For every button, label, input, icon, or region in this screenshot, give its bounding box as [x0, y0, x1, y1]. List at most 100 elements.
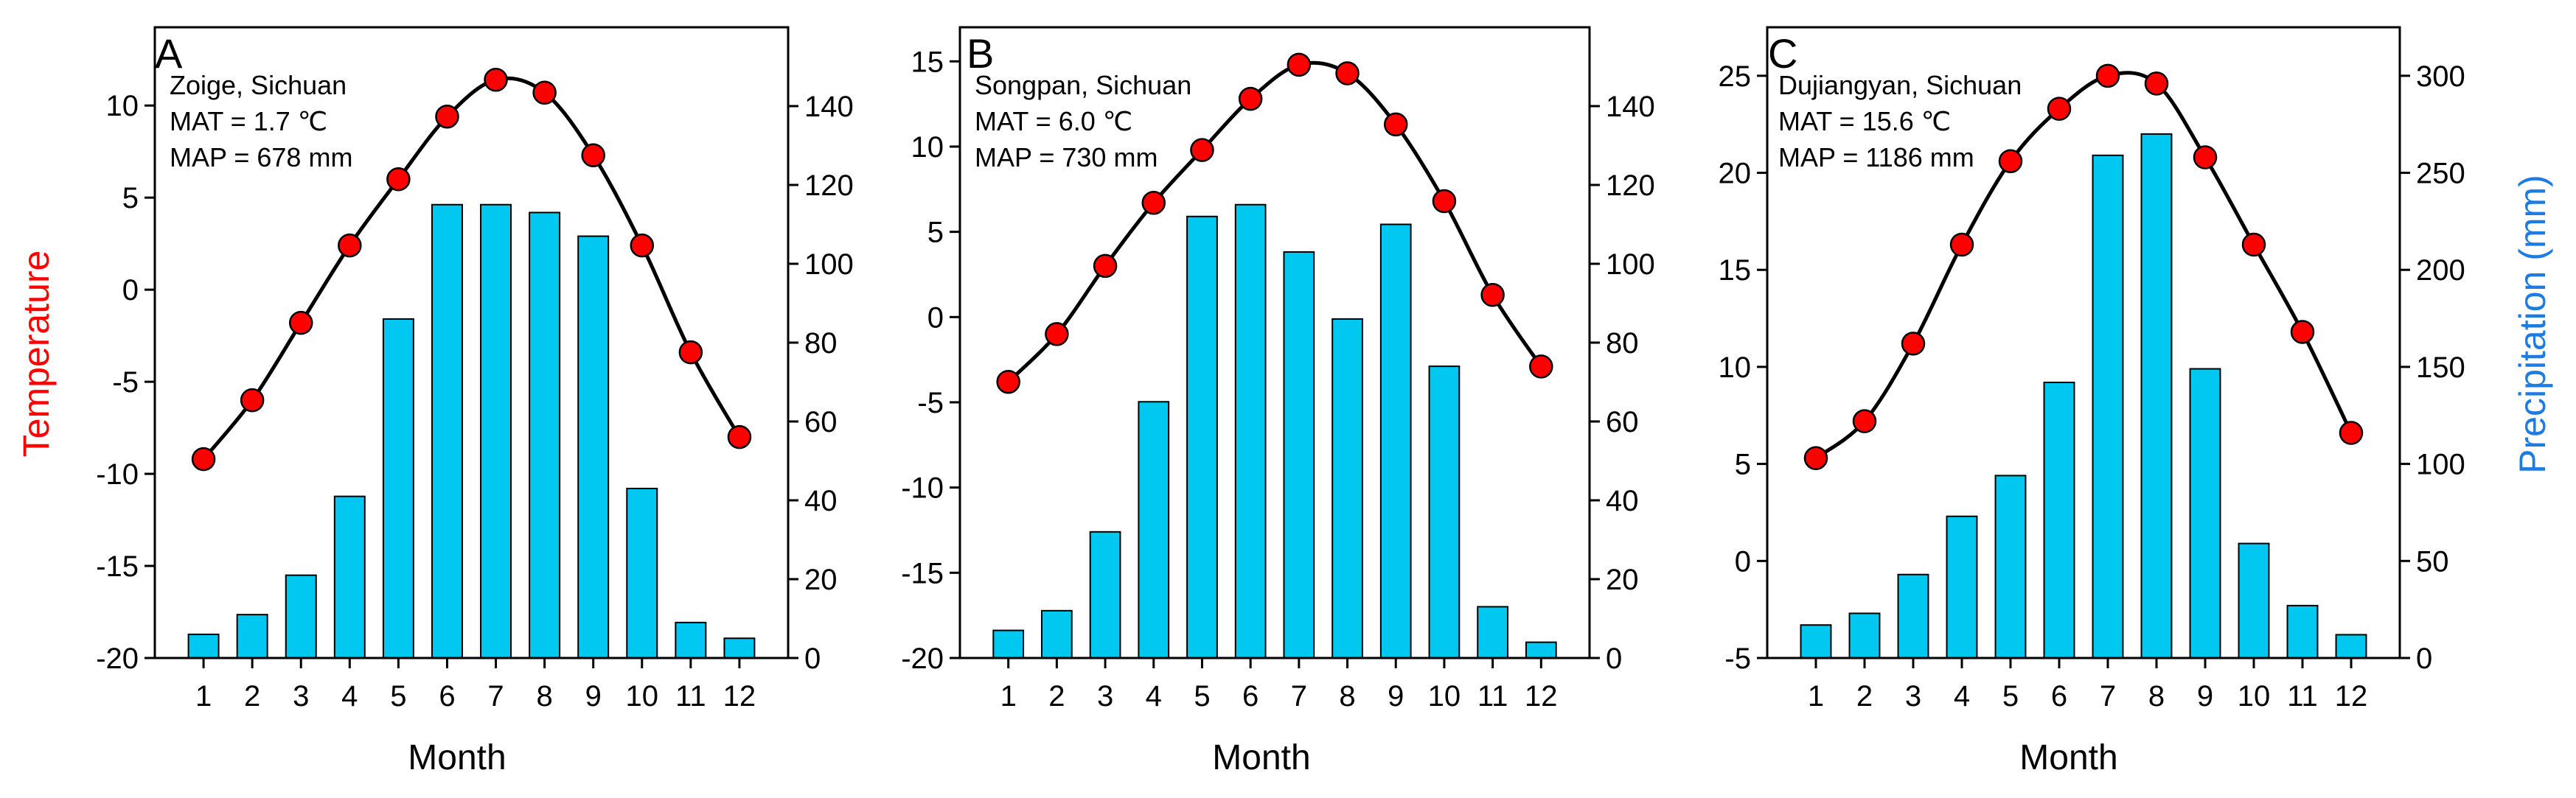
- panel-a-precip-tick-label: 120: [804, 169, 854, 202]
- panel-a-x-tick-label: 11: [675, 680, 706, 713]
- panel-a-precip-bar-3: [285, 574, 317, 659]
- panel-a-temp-point-2: [240, 388, 265, 413]
- panel-b-precip-bar-3: [1089, 531, 1121, 659]
- panel-a-precip-tick-label: 40: [804, 485, 838, 517]
- panel-b-precip-bar-8: [1331, 318, 1363, 659]
- panel-c-temp-tick-label: 15: [1719, 254, 1752, 287]
- panel-c-mat: MAT = 15.6 ℃: [1778, 106, 1951, 136]
- panel-c-x-tick-label: 11: [2287, 680, 2318, 713]
- panel-c-x-tick-label: 7: [2100, 680, 2116, 713]
- panel-c-temp-point-10: [2241, 232, 2266, 257]
- panel-b-temp-point-6: [1238, 86, 1263, 111]
- panel-a-temp-point-11: [678, 340, 703, 365]
- panel-a-temp-point-12: [727, 424, 752, 449]
- panel-a-precip-tick-label: 0: [804, 643, 821, 675]
- panel-a-temp-point-3: [288, 310, 313, 335]
- panel-b-precip-tick-label: 100: [1606, 248, 1655, 281]
- panel-b-x-tick-label: 9: [1388, 680, 1404, 713]
- temperature-axis-label: Temperature: [15, 251, 57, 458]
- panel-b-precip-bar-4: [1138, 401, 1170, 659]
- panel-c-site: Dujiangyan, Sichuan: [1778, 70, 2022, 100]
- panel-c-temp-tick-label: 25: [1719, 60, 1752, 93]
- panel-b-x-tick-label: 11: [1477, 680, 1508, 713]
- panel-a-temp-point-8: [532, 80, 557, 105]
- panel-b-x-tick-label: 6: [1242, 680, 1259, 713]
- panel-c-temp-point-12: [2339, 421, 2364, 445]
- panel-c-x-tick-label: 5: [2002, 680, 2019, 713]
- panel-a-precip-tick-label: 80: [804, 327, 838, 360]
- panel-b-map: MAP = 730 mm: [975, 142, 1158, 172]
- panel-a-temp-point-6: [435, 104, 459, 129]
- panel-c-precip-bar-1: [1800, 624, 1832, 659]
- panel-c-letter: C: [1768, 30, 1797, 77]
- panel-c-x-tick-label: 10: [2238, 680, 2271, 713]
- panel-b-xlabel: Month: [1212, 738, 1310, 777]
- panel-b-x-tick-label: 10: [1428, 680, 1461, 713]
- panel-c-precip-tick-label: 0: [2416, 643, 2432, 675]
- panel-b-precip-bar-11: [1477, 606, 1508, 659]
- panel-b-temp-point-7: [1287, 52, 1312, 77]
- panel-a-temp-tick-label: -20: [96, 643, 139, 675]
- panel-c-precip-tick-label: 100: [2416, 449, 2465, 481]
- panel-b-temp-tick-label: 0: [927, 301, 944, 334]
- panel-a-precip-bar-12: [723, 637, 756, 659]
- panel-c-x-tick-label: 8: [2148, 680, 2165, 713]
- panel-b-precip-bar-9: [1379, 223, 1412, 659]
- panel-c-precip-bar-5: [1994, 475, 2027, 659]
- panel-c-temp-tick-label: 5: [1735, 449, 1751, 481]
- panel-b-precip-tick-label: 60: [1606, 406, 1639, 438]
- panel-c-precip-bar-11: [2286, 604, 2319, 659]
- panel-a-x-tick-label: 6: [439, 680, 455, 713]
- panel-b-precip-bar-10: [1428, 365, 1461, 659]
- panel-a-precip-bar-11: [675, 621, 707, 659]
- panel-a-temperature-line: [202, 76, 742, 461]
- panel-c-temp-point-6: [2047, 97, 2072, 121]
- panel-b-temp-point-12: [1529, 354, 1553, 379]
- panel-b-temp-tick-label: -20: [901, 643, 944, 675]
- panel-b-precip-tick-label: 120: [1606, 169, 1655, 202]
- panel-c-frame: [1766, 26, 2401, 659]
- panel-c-temp-tick-label: 10: [1719, 351, 1752, 384]
- panel-b-precip-tick-label: 40: [1606, 485, 1639, 517]
- panel-c-temp-point-3: [1901, 332, 1926, 356]
- panel-b-temp-tick-label: -10: [901, 472, 944, 505]
- panel-c-precip-bar-12: [2335, 634, 2367, 659]
- panel-c-x-tick-label: 9: [2197, 680, 2213, 713]
- panel-b-x-tick-label: 5: [1194, 680, 1210, 713]
- panel-a-x-tick-label: 1: [195, 680, 212, 713]
- panel-a-temp-tick-label: -15: [96, 550, 139, 583]
- panel-b-temp-point-8: [1335, 61, 1360, 85]
- panel-a-precip-bar-1: [187, 633, 220, 659]
- panel-b-x-tick-label: 2: [1048, 680, 1065, 713]
- panel-a-precip-tick-label: 100: [804, 248, 854, 281]
- panel-c-precip-bar-7: [2092, 154, 2124, 659]
- panel-a-precip-tick-label: 140: [804, 91, 854, 123]
- panel-a-temp-tick-label: 5: [122, 182, 139, 214]
- panel-c-x-tick-label: 12: [2335, 680, 2368, 713]
- panel-a-x-tick-label: 5: [390, 680, 406, 713]
- panel-a-temp-point-5: [386, 167, 411, 192]
- panel-c-x-tick-label: 1: [1808, 680, 1824, 713]
- panel-b-letter: B: [967, 30, 994, 77]
- panel-b: B Songpan, Sichuan MAT = 6.0 ℃ MAP = 730…: [967, 30, 1311, 777]
- panel-c-precip-tick-label: 300: [2416, 60, 2465, 93]
- panel-b-x-tick-label: 12: [1525, 680, 1558, 713]
- precipitation-axis-label: Precipitation (mm): [2512, 175, 2553, 474]
- panel-a-mat: MAT = 1.7 ℃: [170, 106, 327, 136]
- panel-c-precip-tick-label: 250: [2416, 158, 2465, 190]
- panel-a-x-tick-label: 8: [536, 680, 552, 713]
- panel-a-precip-tick-label: 20: [804, 564, 838, 596]
- panel-a-x-tick-label: 4: [341, 680, 358, 713]
- panel-a: A Zoige, Sichuan MAT = 1.7 ℃ MAP = 678 m…: [155, 30, 507, 777]
- panel-b-x-tick-label: 1: [1000, 680, 1017, 713]
- panel-c: C Dujiangyan, Sichuan MAT = 15.6 ℃ MAP =…: [1768, 30, 2118, 777]
- panel-b-temp-point-1: [996, 369, 1020, 394]
- panel-b-precip-bar-7: [1283, 251, 1315, 659]
- panel-b-precip-bar-1: [992, 629, 1025, 659]
- panel-a-precip-bar-4: [333, 495, 366, 659]
- panel-c-precip-bar-3: [1897, 573, 1929, 659]
- panel-c-x-tick-label: 2: [1856, 680, 1873, 713]
